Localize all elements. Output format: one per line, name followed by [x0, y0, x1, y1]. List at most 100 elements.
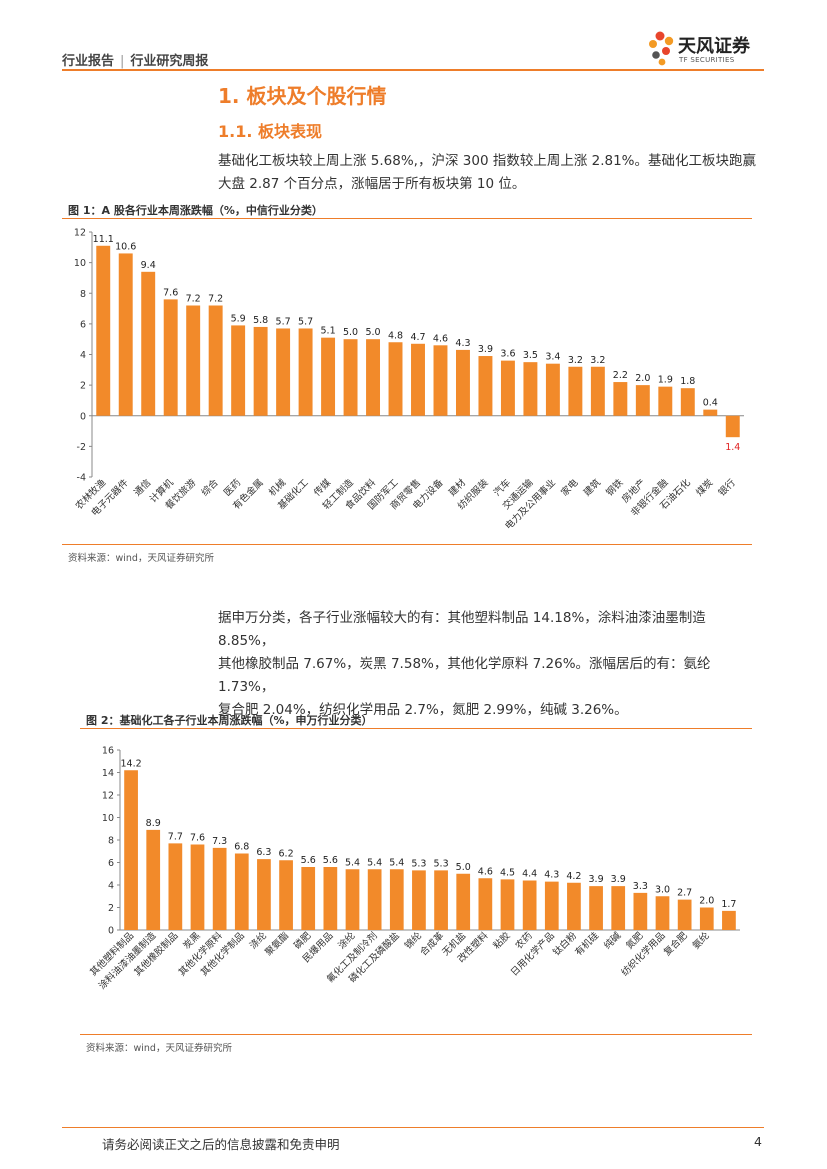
bar	[279, 860, 293, 930]
bar	[455, 349, 470, 416]
data-label: 5.7	[276, 316, 291, 327]
data-label: 11.1	[93, 234, 114, 245]
category-label: 氨纶	[690, 929, 712, 951]
bar	[611, 886, 626, 930]
y-tick-label: 8	[80, 289, 86, 300]
data-label: 4.3	[455, 338, 470, 349]
data-label: 5.0	[456, 862, 471, 873]
bar	[321, 337, 336, 416]
figure-2-chart: 161412108642014.2其他塑料制品8.9涂料油漆油墨制造7.7其他橡…	[87, 746, 740, 992]
data-label: 3.3	[633, 881, 648, 892]
page-number: 4	[754, 1134, 762, 1149]
figure-1-title: 图 1：A 股各行业本周涨跌幅（%，中信行业分类）	[68, 204, 323, 217]
bar	[389, 869, 404, 930]
data-label: 5.3	[434, 858, 449, 869]
data-label: 3.9	[611, 874, 626, 885]
bar	[388, 342, 403, 416]
bar	[124, 770, 138, 930]
data-label: 4.2	[566, 871, 581, 882]
data-label: 3.9	[589, 874, 604, 885]
y-tick-label: 2	[108, 903, 114, 914]
figure-1-source: 资料来源：wind，天风证券研究所	[68, 553, 214, 564]
paragraph-line: 大盘 2.87 个百分点，涨幅居于所有板块第 10 位。	[218, 176, 526, 192]
bar	[544, 881, 559, 930]
data-label: 5.4	[345, 857, 360, 868]
data-label: 5.0	[343, 327, 358, 338]
data-label: 3.5	[523, 350, 538, 361]
category-label: 聚氨酯	[263, 929, 292, 958]
bar	[633, 892, 648, 930]
bar	[456, 873, 471, 930]
data-label: 5.8	[253, 315, 268, 326]
data-label: 5.4	[389, 857, 404, 868]
bar	[722, 910, 736, 930]
data-label: 6.3	[256, 847, 271, 858]
bar	[568, 366, 583, 416]
data-label: 7.6	[163, 287, 178, 298]
bar	[411, 343, 425, 416]
category-label: 银行	[716, 476, 738, 498]
bar	[434, 870, 448, 930]
data-label: 2.2	[613, 370, 628, 381]
logo-text-cn: 天风证券	[678, 36, 750, 57]
bar	[323, 867, 338, 930]
bar	[725, 415, 740, 438]
report-category: 行业报告 | 行业研究周报	[62, 50, 208, 69]
bar	[680, 388, 695, 416]
y-tick-label: 8	[108, 836, 114, 847]
category-label: 复合肥	[661, 929, 690, 958]
data-label: 5.4	[367, 857, 382, 868]
bar	[500, 360, 515, 416]
y-tick-label: 0	[108, 926, 114, 937]
bar	[366, 339, 381, 416]
bar	[190, 844, 205, 930]
data-label: 5.7	[298, 316, 313, 327]
data-label: 4.7	[410, 332, 425, 343]
bar	[655, 896, 670, 930]
data-label: 4.3	[544, 870, 559, 881]
category-label: 粘胶	[491, 929, 513, 951]
report-subtype: 行业研究周报	[130, 54, 209, 69]
bar	[146, 829, 161, 930]
category-label: 有机硅	[573, 929, 602, 958]
data-label: 3.2	[568, 355, 583, 366]
data-label: 2.7	[677, 888, 692, 899]
y-tick-label: 12	[102, 791, 114, 802]
logo-flower-icon	[649, 31, 674, 66]
bar	[231, 325, 246, 416]
summary-paragraph: 基础化工板块较上周上涨 5.68%,，沪深 300 指数较上周上涨 2.81%。…	[218, 150, 766, 196]
bar	[141, 271, 156, 416]
data-label: 5.6	[323, 855, 338, 866]
y-tick-label: 6	[80, 319, 86, 330]
bar	[186, 305, 201, 416]
bar	[478, 356, 493, 416]
subsection-heading: 1.1. 板块表现	[218, 122, 322, 141]
y-tick-label: 14	[102, 768, 114, 779]
bar	[500, 879, 515, 930]
bar	[677, 899, 692, 930]
data-label: 5.0	[365, 327, 380, 338]
category-label: 建筑	[581, 476, 603, 498]
paragraph-line: 基础化工板块较上周上涨 5.68%,，沪深 300 指数较上周上涨 2.81%。…	[218, 153, 756, 169]
data-label: 4.4	[522, 869, 537, 880]
figure-1-chart: 121086420-2-411.1农林牧渔10.6电子元器件9.4通信7.6计算…	[73, 228, 744, 532]
paragraph-line: 据申万分类，各子行业涨幅较大的有：其他塑料制品 14.18%，涂料油漆油墨制造 …	[218, 610, 706, 649]
data-label: 1.7	[721, 899, 736, 910]
data-label: 7.2	[208, 294, 223, 305]
category-label: 煤炭	[693, 476, 715, 498]
figure-2-top-rule	[80, 728, 752, 729]
bar	[163, 299, 178, 416]
y-tick-label: 16	[102, 746, 114, 757]
bar	[118, 253, 133, 416]
bar	[276, 328, 291, 416]
figure-1-top-rule	[62, 218, 752, 219]
data-label: 6.2	[279, 848, 294, 859]
bar	[522, 880, 537, 930]
logo-text-en: TF SECURITIES	[679, 56, 735, 64]
data-label: 4.6	[478, 866, 493, 877]
y-tick-label: -2	[77, 442, 86, 453]
header-rule	[62, 69, 764, 71]
section-heading: 1. 板块及个股行情	[218, 84, 387, 108]
data-label: 1.4	[725, 442, 740, 453]
bar	[613, 382, 628, 416]
